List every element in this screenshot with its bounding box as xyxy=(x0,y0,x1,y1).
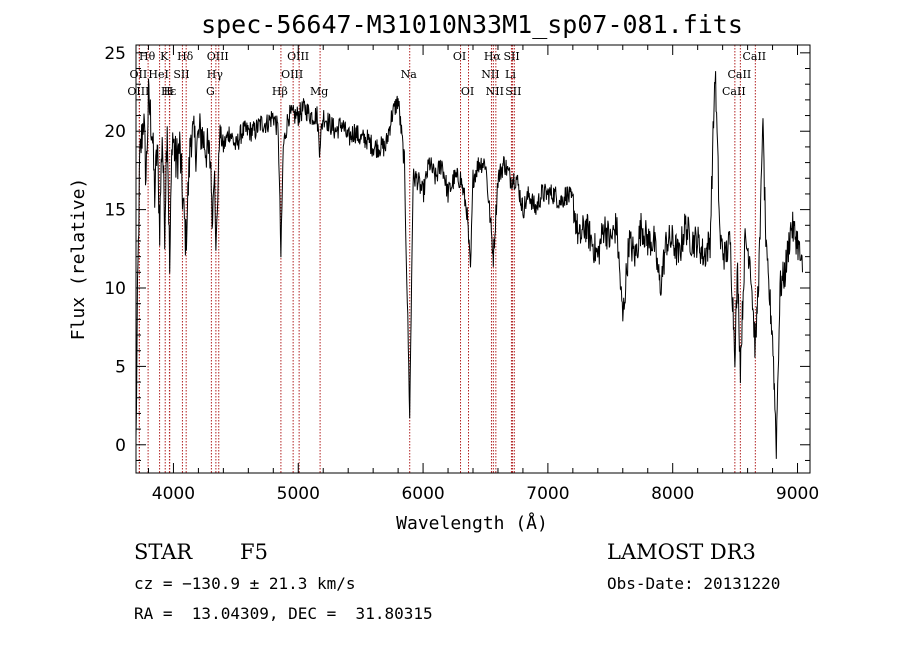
x-tick-label: 4000 xyxy=(152,484,195,504)
line-marker-label-12: Hγ xyxy=(207,68,224,81)
object-class: STAR xyxy=(134,540,193,564)
line-marker-label-13: OIII xyxy=(281,68,303,81)
coordinates: RA = 13.04309, DEC = 31.80315 xyxy=(134,604,433,623)
line-marker-label-9: OII xyxy=(130,68,148,81)
y-tick-label: 15 xyxy=(104,201,126,221)
line-marker-label-27: CaII xyxy=(722,85,746,98)
x-tick-label: 9000 xyxy=(776,484,819,504)
y-tick-label: 0 xyxy=(115,436,126,456)
x-axis-ticks: 4000 5000 6000 7000 8000 9000 xyxy=(147,45,819,504)
x-tick-label: 8000 xyxy=(651,484,694,504)
line-marker-label-21: G xyxy=(206,85,215,98)
y-tick-label: 25 xyxy=(104,44,126,64)
line-marker-label-4: OIII xyxy=(287,50,309,63)
line-marker-label-7: SII xyxy=(503,50,519,63)
line-marker-label-26: SII xyxy=(505,85,521,98)
line-marker-label-5: OI xyxy=(453,50,466,63)
y-tick-label: 5 xyxy=(115,357,126,377)
line-marker-label-20: H xyxy=(164,85,174,98)
plot-frame xyxy=(135,44,811,474)
y-axis-ticks: 0 5 10 15 20 25 xyxy=(104,44,810,461)
line-marker-label-18: OIII xyxy=(127,85,149,98)
line-marker-label-2: Hδ xyxy=(177,50,194,63)
line-marker-label-6: Hα xyxy=(484,50,502,63)
line-marker-label-14: Na xyxy=(401,68,418,81)
y-tick-label: 20 xyxy=(104,122,126,142)
x-tick-label: 7000 xyxy=(526,484,569,504)
line-marker-label-25: NII xyxy=(486,85,504,98)
x-tick-label: 6000 xyxy=(401,484,444,504)
subclass: F5 xyxy=(240,540,268,564)
chart-title: spec-56647-M31010N33M1_sp07-081.fits xyxy=(201,10,743,39)
line-marker-label-17: CaII xyxy=(728,68,752,81)
line-marker-label-3: OIII xyxy=(207,50,229,63)
line-marker-label-22: Hβ xyxy=(272,85,288,98)
y-axis-label: Flux (relative) xyxy=(68,178,89,341)
line-marker-label-23: Mg xyxy=(310,85,328,98)
line-marker-label-1: K xyxy=(160,50,169,63)
line-marker-label-11: SII xyxy=(173,68,189,81)
line-marker-label-24: OI xyxy=(461,85,474,98)
line-marker-label-15: NII xyxy=(481,68,499,81)
line-marker-label-16: Li xyxy=(505,68,516,81)
line-marker-label-0: Hθ xyxy=(139,50,156,63)
x-axis-label: Wavelength (Å) xyxy=(396,512,548,534)
spectrum-line xyxy=(135,71,803,459)
line-marker-label-19: Hε xyxy=(161,85,177,98)
line-marker-label-10: HeI xyxy=(148,68,168,81)
redshift-velocity: cz = −130.9 ± 21.3 km/s xyxy=(134,574,356,593)
x-tick-label: 5000 xyxy=(277,484,320,504)
line-marker-label-8: CaII xyxy=(742,50,766,63)
survey-name: LAMOST DR3 xyxy=(607,540,756,564)
y-tick-label: 10 xyxy=(104,279,126,299)
spectrum-chart: spec-56647-M31010N33M1_sp07-081.fits Hθ K… xyxy=(68,10,819,534)
observation-date: Obs-Date: 20131220 xyxy=(607,574,781,593)
